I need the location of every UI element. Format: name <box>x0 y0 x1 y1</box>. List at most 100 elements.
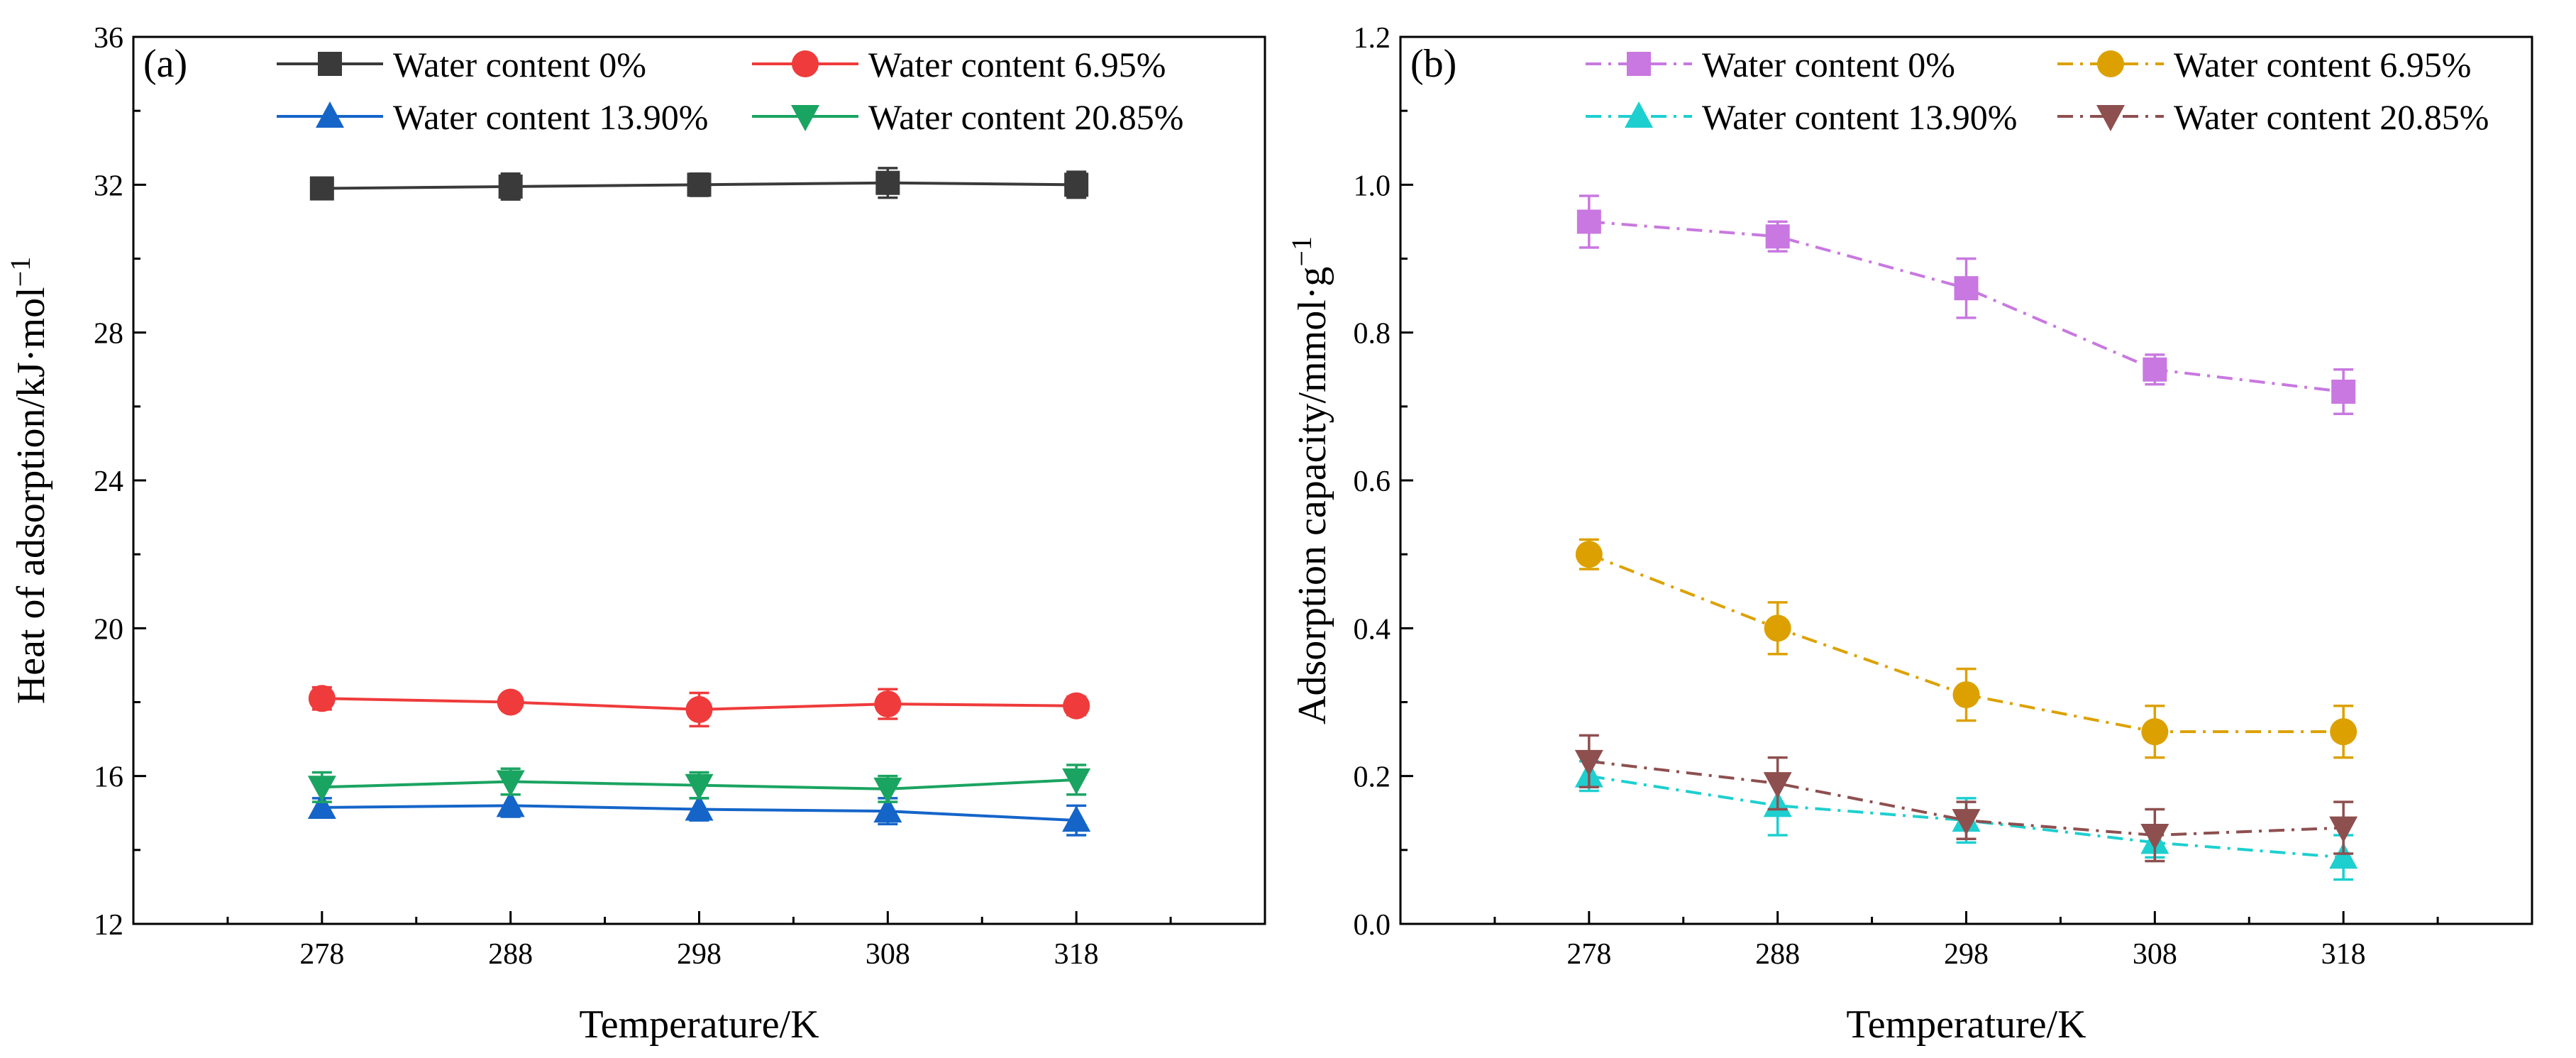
data-point <box>2141 718 2169 746</box>
series-0 <box>309 167 1089 201</box>
y-tick-label: 0.0 <box>1354 909 1391 942</box>
data-point <box>873 796 902 823</box>
data-point <box>1763 772 1792 799</box>
data-point <box>1764 615 1791 642</box>
x-axis-label: Temperature/K <box>1846 1003 2086 1047</box>
x-tick-label: 288 <box>1755 938 1800 971</box>
legend-label: Water content 0% <box>1702 45 1955 84</box>
y-axis-label-exponent: −1 <box>4 257 36 287</box>
panel-label: (b) <box>1410 42 1456 86</box>
y-tick-label: 1.0 <box>1354 170 1391 202</box>
data-point <box>497 688 524 716</box>
y-axis-label: Adsorption capacity/mmol·g−1 <box>1286 236 1334 724</box>
legend-entry: Water content 0% <box>1586 45 1955 84</box>
x-tick-label: 288 <box>488 938 533 971</box>
x-axis-label: Temperature/K <box>579 1003 819 1047</box>
y-axis-label: Heat of adsorption/kJ·mol−1 <box>4 257 53 704</box>
legend-label: Water content 6.95% <box>868 45 1166 84</box>
x-tick-label: 278 <box>299 938 344 971</box>
data-point <box>1765 224 1790 249</box>
y-axis-label-exponent: −1 <box>1286 236 1317 267</box>
data-point <box>1952 809 1981 836</box>
data-point <box>1063 692 1090 720</box>
y-tick-label: 0.2 <box>1354 761 1391 794</box>
data-point <box>685 695 713 723</box>
plot-frame <box>1399 35 2533 925</box>
y-tick-label: 0.6 <box>1354 465 1391 498</box>
y-tick-label: 36 <box>94 22 123 55</box>
y-tick-label: 16 <box>94 761 123 794</box>
data-point <box>496 770 525 797</box>
data-point <box>2143 357 2167 382</box>
data-point <box>685 773 714 800</box>
x-tick-label: 278 <box>1566 938 1611 971</box>
legend-marker <box>791 105 819 131</box>
legend-label: Water content 20.85% <box>2174 97 2489 137</box>
data-point <box>2329 816 2358 843</box>
legend-entry: Water content 6.95% <box>2057 45 2471 84</box>
x-tick-label: 318 <box>1054 938 1099 971</box>
x-tick-label: 298 <box>1944 938 1989 971</box>
legend-entry: Water content 20.85% <box>752 97 1183 137</box>
data-point <box>498 174 523 199</box>
legend-marker <box>792 50 819 77</box>
series-line <box>1588 220 2344 393</box>
data-point <box>873 777 902 804</box>
data-point <box>2331 380 2356 404</box>
legend-entry: Water content 0% <box>277 45 646 84</box>
y-tick-label: 1.2 <box>1354 22 1391 55</box>
data-point <box>496 790 525 817</box>
y-tick-label: 12 <box>94 909 123 942</box>
data-point <box>308 685 336 712</box>
series-0 <box>1576 194 2356 415</box>
data-point <box>1952 681 1980 709</box>
y-tick-label: 32 <box>94 170 123 202</box>
panel-a: 12 16 20 24 28 32 36 278 288 298 308 318 Temperature… <box>4 22 1266 1047</box>
legend-label: Water content 0% <box>393 45 646 84</box>
series-1 <box>308 685 1090 728</box>
panel-b: 0.0 0.2 0.4 0.6 0.8 1.0 1.2 278 288 298 308 318 Temp… <box>1286 22 2533 1047</box>
legend-marker <box>2097 50 2124 77</box>
data-point <box>1062 768 1091 795</box>
data-point <box>307 776 336 803</box>
y-tick-label: 24 <box>94 465 123 498</box>
legend-entry: Water content 13.90% <box>277 97 708 137</box>
x-tick-label: 308 <box>866 938 910 971</box>
y-tick-label: 28 <box>94 318 123 351</box>
series-3 <box>307 764 1091 804</box>
x-tick-label: 298 <box>677 938 722 971</box>
legend-marker <box>1625 101 1653 128</box>
x-tick-label: 308 <box>2133 938 2177 971</box>
y-tick-label: 0.4 <box>1354 613 1391 646</box>
legend-label: Water content 20.85% <box>868 97 1183 137</box>
data-point <box>1574 749 1603 776</box>
data-point <box>2140 824 2169 850</box>
legend-label: Water content 13.90% <box>393 97 708 137</box>
legend-marker <box>2096 105 2125 131</box>
legend-marker <box>316 101 344 128</box>
series-1 <box>1575 538 2357 759</box>
legend-marker <box>318 52 342 76</box>
data-point <box>1575 541 1603 568</box>
data-point <box>2330 718 2357 746</box>
y-tick-label: 0.8 <box>1354 318 1391 351</box>
data-point <box>685 794 714 821</box>
legend-entry: Water content 20.85% <box>2057 97 2489 137</box>
series-3 <box>1574 734 2358 863</box>
legend-entry: Water content 13.90% <box>1586 97 2017 137</box>
data-point <box>307 792 336 819</box>
legend-entry: Water content 6.95% <box>752 45 1166 84</box>
legend-label: Water content 13.90% <box>1702 97 2017 137</box>
data-point <box>1062 805 1091 832</box>
data-point <box>1064 172 1089 197</box>
legend-marker <box>1627 52 1651 76</box>
x-tick-label: 318 <box>2321 938 2366 971</box>
data-point <box>874 690 902 718</box>
data-point <box>2329 842 2358 869</box>
data-point <box>1576 209 1601 234</box>
series-line <box>1588 774 2344 859</box>
data-point <box>875 170 900 195</box>
y-tick-label: 20 <box>94 613 123 646</box>
panel-label: (a) <box>143 42 187 86</box>
